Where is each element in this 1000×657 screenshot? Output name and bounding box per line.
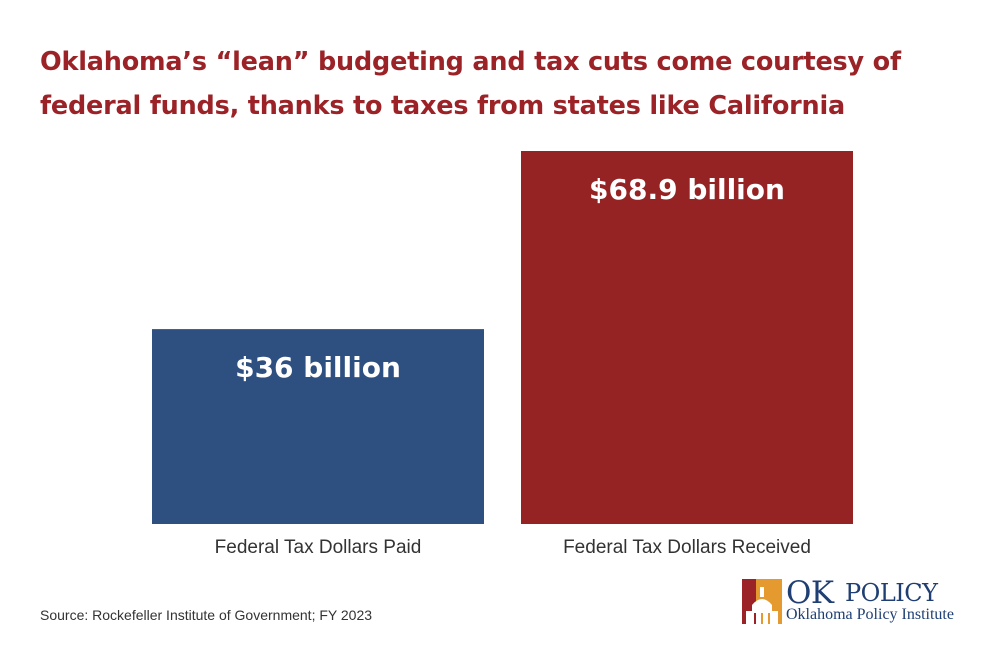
bar-1 — [152, 329, 484, 524]
category-label-1: Federal Tax Dollars Paid — [215, 537, 422, 558]
source-note: Source: Rockefeller Institute of Governm… — [40, 607, 373, 623]
chart-title: Oklahoma’s “lean” budgeting and tax cuts… — [40, 47, 901, 121]
okpolicy-logo: OK POLICY Oklahoma Policy Institute — [742, 575, 972, 627]
capitol-dome-icon — [742, 579, 782, 624]
bar-value-label-2: $68.9 billion — [589, 173, 785, 206]
logo-subtitle: Oklahoma Policy Institute — [786, 606, 954, 623]
bar-value-label-1: $36 billion — [235, 351, 401, 384]
logo-ok-text: OK — [786, 575, 834, 611]
category-label-2: Federal Tax Dollars Received — [563, 537, 811, 558]
logo-policy-text: POLICY — [845, 579, 938, 607]
bar-2 — [521, 151, 853, 524]
